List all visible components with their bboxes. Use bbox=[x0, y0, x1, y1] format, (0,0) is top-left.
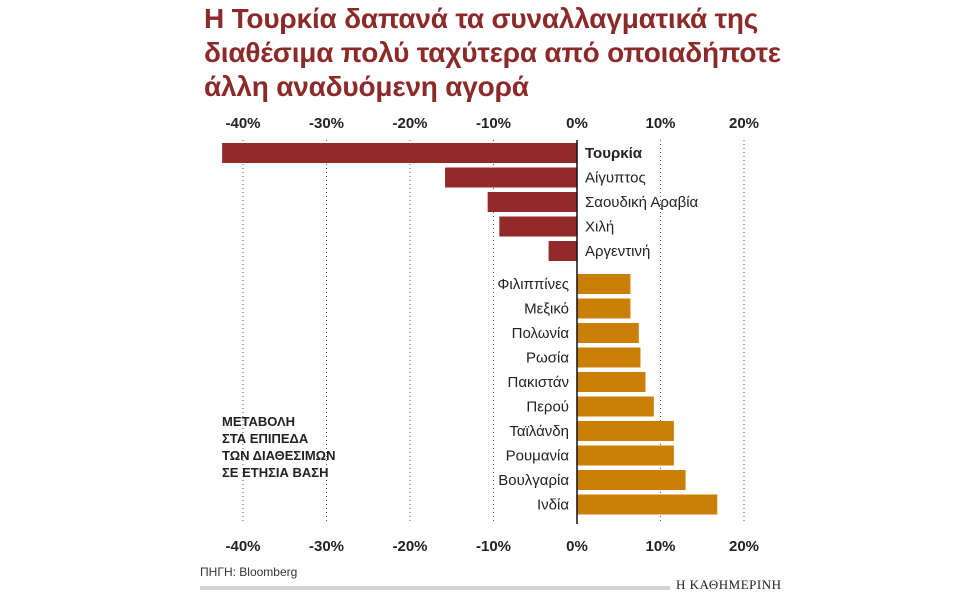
bar bbox=[222, 143, 577, 163]
category-label: Βουλγαρία bbox=[498, 472, 569, 489]
x-tick-label-top: 10% bbox=[645, 115, 675, 132]
publisher-logo: Η ΚΑΘΗΜΕΡΙΝΗ bbox=[676, 577, 782, 592]
x-tick-label-bottom: 10% bbox=[645, 538, 675, 555]
bar bbox=[577, 372, 646, 392]
bar bbox=[577, 494, 718, 515]
note-line: ΣΕ ΕΤΗΣΙΑ ΒΑΣΗ bbox=[222, 465, 329, 480]
x-tick-label-bottom: 20% bbox=[729, 538, 759, 555]
bar bbox=[577, 274, 631, 294]
x-tick-label-bottom: -30% bbox=[309, 538, 344, 555]
bar bbox=[577, 323, 639, 343]
category-labels: Τουρκία Αίγυπτος Σαουδική Αραβία Χιλή Αργεντ… bbox=[497, 145, 698, 514]
bar bbox=[577, 298, 631, 319]
bar bbox=[577, 445, 674, 466]
bar bbox=[445, 167, 577, 188]
note-line: ΜΕΤΑΒΟΛΗ bbox=[222, 414, 296, 429]
tick-labels: -40% -40% -30% -30% -20% -20% -10% -10% 0% 0% 10% 1… bbox=[225, 115, 759, 555]
title-line: διαθέσιμα πολύ ταχύτερα από οποιαδήποτε bbox=[204, 37, 781, 68]
category-label: Αργεντινή bbox=[585, 243, 650, 260]
category-label: Περού bbox=[526, 399, 569, 416]
x-tick-label-top: 20% bbox=[729, 115, 759, 132]
x-tick-label-bottom: -10% bbox=[476, 538, 511, 555]
bar bbox=[577, 347, 641, 368]
source-note: ΠΗΓΗ: Bloomberg bbox=[200, 565, 298, 579]
category-label: Σαουδική Αραβία bbox=[585, 194, 699, 211]
note-line: ΤΩΝ ΔΙΑΘΕΣΙΜΩΝ bbox=[222, 448, 336, 463]
category-label: Ρωσία bbox=[526, 350, 569, 367]
category-label: Φιλιππίνες bbox=[497, 276, 569, 293]
category-label: Ινδία bbox=[537, 497, 569, 514]
chart-title: Η Τουρκία δαπανά τα συναλλαγματικά της δ… bbox=[204, 2, 944, 104]
x-tick-label-top: -40% bbox=[225, 115, 260, 132]
category-label: Τουρκία bbox=[585, 145, 643, 162]
bar bbox=[499, 216, 577, 237]
chart-annotation: ΜΕΤΑΒΟΛΗ ΣΤΑ ΕΠΙΠΕΔΑ ΤΩΝ ΔΙΑΘΕΣΙΜΩΝ ΣΕ Ε… bbox=[222, 413, 335, 481]
x-tick-label-top: -30% bbox=[309, 115, 344, 132]
category-label: Μεξικό bbox=[524, 301, 569, 318]
bar bbox=[577, 421, 674, 441]
bar bbox=[577, 470, 686, 490]
x-tick-label-bottom: 0% bbox=[566, 538, 588, 555]
x-tick-label-top: 0% bbox=[566, 115, 588, 132]
x-tick-label-top: -10% bbox=[476, 115, 511, 132]
category-label: Πακιστάν bbox=[508, 374, 569, 391]
x-tick-label-top: -20% bbox=[392, 115, 427, 132]
category-label: Ταϊλάνδη bbox=[509, 423, 569, 440]
category-label: Αίγυπτος bbox=[585, 170, 646, 187]
category-label: Πολωνία bbox=[512, 325, 570, 342]
bar bbox=[577, 396, 654, 417]
bars bbox=[222, 143, 718, 515]
category-label: Ρουμανία bbox=[506, 448, 570, 465]
x-tick-label-bottom: -20% bbox=[392, 538, 427, 555]
note-line: ΣΤΑ ΕΠΙΠΕΔΑ bbox=[222, 431, 309, 446]
category-label: Χιλή bbox=[585, 219, 614, 236]
title-line: άλλη αναδυόμενη αγορά bbox=[204, 71, 529, 102]
title-line: Η Τουρκία δαπανά τα συναλλαγματικά της bbox=[204, 3, 759, 34]
bar bbox=[487, 192, 577, 212]
bar bbox=[548, 241, 577, 261]
footer-divider bbox=[200, 586, 670, 590]
x-tick-label-bottom: -40% bbox=[225, 538, 260, 555]
